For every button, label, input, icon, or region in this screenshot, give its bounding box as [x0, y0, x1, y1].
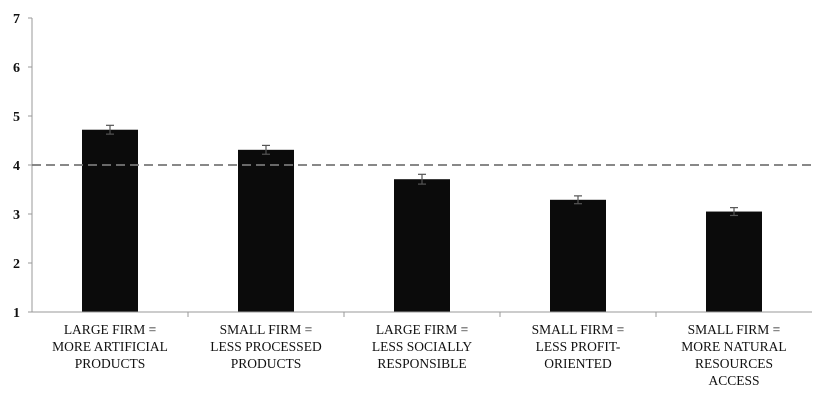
category-label: SMALL FIRM = LESS PROFIT- ORIENTED [532, 322, 625, 371]
error-bars [106, 124, 738, 217]
category-label-line: PRODUCTS [231, 356, 302, 371]
category-label-line: LESS PROCESSED [210, 339, 322, 354]
category-label-line: LESS SOCIALLY [372, 339, 473, 354]
bar [238, 149, 294, 312]
category-label-line: LARGE FIRM = [64, 322, 156, 337]
y-axis: 1 2 3 4 5 6 7 [13, 12, 33, 321]
error-bar [106, 124, 114, 135]
category-label: SMALL FIRM = MORE NATURAL RESOURCES ACCESS [681, 322, 786, 388]
category-label-line: LARGE FIRM = [376, 322, 468, 337]
category-label: LARGE FIRM = LESS SOCIALLY RESPONSIBLE [372, 322, 473, 371]
y-tick-label: 6 [13, 61, 20, 76]
error-bar [262, 144, 270, 155]
category-label-line: MORE NATURAL [681, 339, 786, 354]
error-bar [418, 173, 426, 185]
y-tick-label: 7 [13, 12, 20, 27]
bar [550, 199, 606, 312]
y-tick-label: 1 [13, 306, 20, 321]
category-label-line: SMALL FIRM = [220, 322, 313, 337]
category-label-line: ACCESS [708, 373, 759, 388]
category-label-line: LESS PROFIT- [536, 339, 621, 354]
y-tick-label: 2 [13, 257, 20, 272]
y-tick-label: 3 [13, 208, 20, 223]
category-label: SMALL FIRM = LESS PROCESSED PRODUCTS [210, 322, 322, 371]
category-label-line: RESPONSIBLE [377, 356, 466, 371]
bars [82, 129, 762, 312]
y-tick-label: 4 [13, 159, 20, 174]
category-label-line: MORE ARTIFICIAL [52, 339, 168, 354]
y-tick-label: 5 [13, 110, 20, 125]
bar [394, 179, 450, 312]
error-bar [730, 207, 738, 217]
category-label-line: SMALL FIRM = [532, 322, 625, 337]
category-label-line: SMALL FIRM = [688, 322, 781, 337]
x-axis: LARGE FIRM = MORE ARTIFICIAL PRODUCTSSMALL… [32, 311, 812, 388]
category-label-line: ORIENTED [544, 356, 612, 371]
bar [82, 129, 138, 312]
error-bar [574, 195, 582, 205]
category-label-line: RESOURCES [695, 356, 773, 371]
bar [706, 211, 762, 312]
category-label-line: PRODUCTS [75, 356, 146, 371]
category-label: LARGE FIRM = MORE ARTIFICIAL PRODUCTS [52, 322, 168, 371]
